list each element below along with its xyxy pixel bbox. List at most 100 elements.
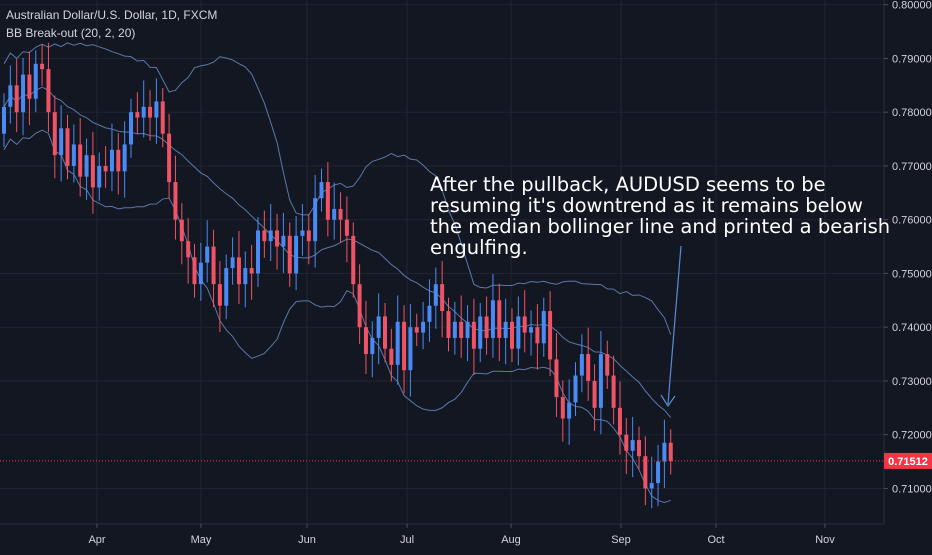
candle: [643, 436, 648, 506]
candle: [198, 242, 203, 301]
candle: [637, 426, 641, 470]
price-tick-label: 0.80000: [892, 0, 932, 12]
candle: [2, 93, 6, 148]
candle: [427, 279, 432, 342]
candle: [433, 267, 438, 329]
candle: [617, 381, 622, 455]
candle: [465, 305, 470, 362]
candle: [122, 121, 127, 198]
candle: [256, 217, 260, 287]
candle: [662, 419, 667, 488]
candle: [421, 301, 426, 350]
candle: [414, 313, 419, 346]
candle: [129, 98, 133, 158]
candle: [236, 230, 241, 305]
chart-legend: Australian Dollar/U.S. Dollar, 1D, FXCM …: [6, 6, 217, 42]
lower-band: [3, 129, 671, 503]
annotation-line: resuming it's downtrend as it remains be…: [430, 194, 863, 217]
candle: [490, 273, 495, 358]
candle: [154, 78, 159, 144]
candle: [332, 182, 337, 240]
candle: [611, 355, 616, 425]
candle: [109, 123, 114, 192]
candle: [71, 124, 76, 183]
candle: [97, 152, 102, 201]
candle: [579, 334, 584, 393]
candle: [383, 303, 387, 363]
price-tick-label: 0.76000: [892, 215, 932, 227]
annotation-line: After the pullback, AUDUSD seems to be: [430, 173, 826, 196]
candle: [459, 295, 464, 358]
candle: [510, 308, 514, 363]
candle: [395, 295, 400, 385]
candle: [135, 92, 140, 135]
candle: [217, 261, 222, 333]
candle: [497, 283, 502, 362]
candle: [313, 175, 318, 268]
symbol-title: Australian Dollar/U.S. Dollar, 1D, FXCM: [6, 8, 218, 22]
price-tick-label: 0.75000: [892, 268, 932, 280]
candle: [230, 237, 235, 285]
time-tick-label: May: [191, 534, 212, 546]
candle: [402, 305, 407, 394]
price-tick-label: 0.73000: [892, 376, 932, 388]
price-axis: 0.80000 0.79000 0.78000 0.77000 0.76000 0.750…: [884, 0, 932, 495]
candle: [370, 321, 375, 378]
candle: [592, 364, 597, 431]
candle: [46, 42, 51, 133]
price-tick-label: 0.77000: [892, 161, 932, 173]
candle: [186, 218, 191, 284]
candle: [522, 290, 527, 353]
candle: [65, 114, 70, 180]
candle: [325, 162, 330, 237]
candle: [243, 251, 248, 308]
candle: [173, 155, 178, 240]
time-tick-label: Apr: [88, 534, 105, 546]
time-tick-label: Nov: [815, 534, 835, 546]
candle: [516, 296, 521, 366]
candle: [598, 330, 603, 435]
candle: [548, 291, 553, 377]
candle: [281, 212, 286, 273]
price-tick-label: 0.71000: [892, 483, 932, 495]
time-tick-label: Sep: [611, 534, 631, 546]
candle: [224, 254, 229, 320]
time-tick-label: Oct: [707, 534, 724, 546]
candle: [287, 222, 292, 287]
candle: [529, 310, 534, 356]
candle: [33, 50, 38, 113]
upper-band: [3, 42, 672, 335]
candle: [630, 416, 635, 478]
candle: [103, 146, 108, 188]
candle: [560, 380, 565, 442]
candle: [376, 293, 381, 365]
candle: [294, 215, 299, 291]
candle: [541, 297, 546, 357]
bollinger-bands: [3, 42, 672, 503]
candle: [338, 192, 343, 243]
candle: [567, 379, 572, 445]
candle: [452, 301, 457, 355]
candle: [389, 328, 394, 382]
candle: [656, 444, 661, 507]
candle: [471, 298, 476, 376]
annotation-line: engulfing.: [430, 236, 528, 259]
candle: [160, 88, 165, 148]
candle: [440, 261, 445, 338]
candle: [141, 80, 146, 138]
candle: [319, 168, 324, 212]
candle: [300, 204, 305, 256]
candle: [573, 362, 578, 416]
candle: [249, 244, 254, 300]
analysis-annotation: After the pullback, AUDUSD seems to be r…: [430, 174, 890, 258]
candle: [624, 418, 629, 474]
price-tick-label: 0.79000: [892, 53, 932, 65]
candle: [27, 51, 32, 126]
candle: [649, 456, 654, 509]
candle: [8, 65, 13, 124]
candle: [503, 298, 508, 365]
candle: [351, 222, 356, 298]
annotation-line: the median bollinger line and printed a …: [430, 215, 891, 238]
